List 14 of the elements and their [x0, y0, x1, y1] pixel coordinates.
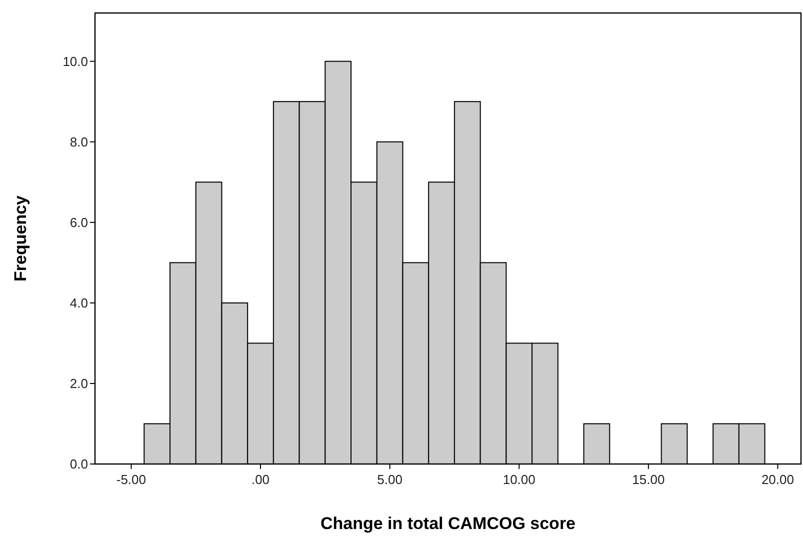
x-tick-label: .00	[251, 472, 270, 487]
x-tick-label: -5.00	[116, 472, 146, 487]
x-tick-label: 10.00	[502, 472, 536, 487]
y-tick-label: 4.0	[70, 295, 88, 310]
y-tick-label: 8.0	[70, 134, 88, 150]
x-axis-title: Change in total CAMCOG score	[320, 514, 576, 533]
x-tick-label: 20.00	[761, 472, 794, 487]
y-tick-label: 0.0	[70, 456, 88, 472]
y-tick-label: 6.0	[70, 214, 88, 230]
y-axis-title: Frequency	[11, 194, 30, 282]
y-tick-label: 2.0	[70, 376, 88, 392]
x-tick-label: 5.00	[377, 472, 402, 487]
x-tick-label: 15.00	[632, 472, 665, 487]
y-tick-label: 10.0	[62, 54, 88, 69]
